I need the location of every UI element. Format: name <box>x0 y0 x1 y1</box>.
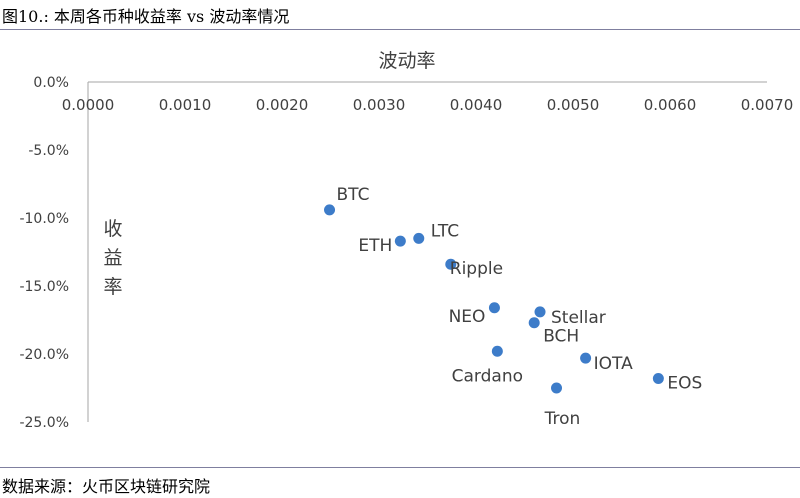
x-tick-label: 0.0070 <box>741 96 794 114</box>
x-tick-labels: 0.0000 0.0010 0.0020 0.0030 0.0040 0.0050 0.00… <box>62 96 794 114</box>
x-tick-label: 0.0050 <box>547 96 600 114</box>
point-label-eth: ETH <box>358 236 392 256</box>
point-label-eos: EOS <box>667 373 702 393</box>
x-tick-label: 0.0000 <box>62 96 115 114</box>
y-tick-labels: 0.0% -5.0% -10.0% -15.0% -20.0% -25.0% <box>19 75 69 431</box>
y-axis-title-char: 率 <box>103 276 122 298</box>
data-point-eos <box>652 372 664 384</box>
data-point-ripple <box>445 258 457 270</box>
data-point-neo <box>488 302 500 314</box>
point-label-ripple: Ripple <box>450 259 503 279</box>
figure-title: 图10.: 本周各币种收益率 vs 波动率情况 <box>2 7 290 26</box>
y-tick-label: -5.0% <box>28 143 69 159</box>
point-label-tron: Tron <box>544 409 581 429</box>
x-tick-label: 0.0010 <box>159 96 212 114</box>
y-axis-title-char: 收 <box>103 218 122 240</box>
top-rule <box>0 29 800 30</box>
point-label-ltc: LTC <box>431 221 459 241</box>
data-point-iota <box>580 352 592 364</box>
point-label-neo: NEO <box>449 307 486 327</box>
data-point-btc <box>324 204 336 216</box>
x-tick-label: 0.0020 <box>256 96 309 114</box>
y-tick-label: -10.0% <box>19 211 69 227</box>
data-point-stellar <box>534 306 546 318</box>
x-axis-title: 波动率 <box>378 50 435 72</box>
y-tick-label: -15.0% <box>19 279 69 295</box>
source-note: 数据来源：火币区块链研究院 <box>2 477 211 496</box>
data-point-eth <box>394 235 406 247</box>
data-point-bch <box>528 317 540 329</box>
point-label-cardano: Cardano <box>452 366 523 386</box>
x-tick-label: 0.0030 <box>353 96 406 114</box>
y-tick-label: -20.0% <box>19 347 69 363</box>
scatter-chart: 0.0000 0.0010 0.0020 0.0030 0.0040 0.0050 0.00… <box>19 50 794 431</box>
y-tick-label: 0.0% <box>33 75 69 91</box>
point-label-bch: BCH <box>543 327 579 347</box>
axes <box>87 81 767 422</box>
x-tick-label: 0.0040 <box>450 96 503 114</box>
bottom-rule <box>0 467 800 468</box>
data-point-ltc <box>413 232 425 244</box>
y-axis-title-char: 益 <box>103 247 122 269</box>
point-label-btc: BTC <box>337 185 370 205</box>
data-points <box>324 204 664 394</box>
data-point-tron <box>551 382 563 394</box>
x-tick-label: 0.0060 <box>644 96 697 114</box>
y-tick-label: -25.0% <box>19 415 69 431</box>
point-label-stellar: Stellar <box>551 308 606 328</box>
data-point-cardano <box>491 345 503 357</box>
point-label-iota: IOTA <box>594 354 633 374</box>
